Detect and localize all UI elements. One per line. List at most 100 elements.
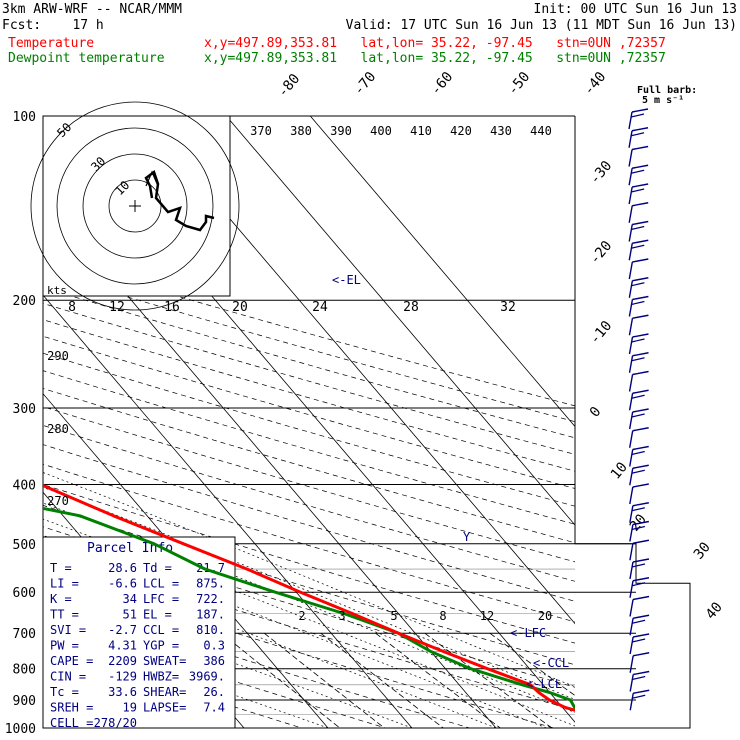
wind-barb-flag (632, 408, 649, 413)
wind-barb-staff (629, 486, 634, 505)
wind-barb (628, 220, 649, 242)
parcel-info-key: YGP = (143, 639, 179, 653)
theta-label: 380 (290, 124, 312, 138)
wind-barb-flag (632, 483, 649, 488)
pressure-label-800: 800 (13, 663, 36, 678)
wind-barb-staff (629, 505, 634, 523)
wind-barb-flag (632, 202, 649, 207)
wind-barb (628, 277, 649, 298)
dry-adiabat (43, 425, 575, 582)
hodograph-speed-label: 8 (68, 300, 76, 315)
forecast-hour: Fcst: 17 h (2, 18, 104, 33)
mixing-ratio-line (320, 632, 444, 728)
wind-barb-flag (633, 689, 650, 694)
parcel-info-value: 4.31 (108, 639, 137, 653)
mixing-ratio-label: 12 (480, 609, 494, 623)
wind-barb-flag (631, 127, 649, 132)
wind-barb-staff (628, 186, 633, 205)
wind-barb-staff (628, 355, 634, 373)
sounding-curves (43, 483, 575, 712)
wind-barb (629, 633, 650, 655)
parcel-info-key: Td = (143, 561, 172, 575)
wind-barb-flag (632, 277, 649, 282)
storm-motion-arrow (145, 170, 159, 187)
wind-barb (628, 145, 649, 167)
wind-barb (629, 577, 650, 598)
wind-barb-staff (629, 561, 634, 580)
parcel-info-key: SWEAT= (143, 654, 186, 668)
wind-barb-staff (629, 468, 634, 486)
wind-barb-staff (628, 205, 633, 223)
hodograph-speed-label: 16 (164, 300, 180, 315)
lfc-marker: <-LFC (510, 626, 546, 640)
wind-barb (629, 614, 650, 636)
isotherm-label: -50 (505, 69, 534, 99)
wind-barb-staff (629, 524, 634, 542)
wind-barb-flag (632, 314, 649, 319)
wind-barb-staff (628, 318, 634, 336)
parcel-info-value: 51 (123, 608, 137, 622)
mixing-ratio-line (263, 632, 385, 728)
parcel-info-key: SHEAR= (143, 685, 186, 699)
pressure-label-500: 500 (13, 538, 36, 553)
wind-barb-flag (632, 502, 649, 507)
hodograph-ring (108, 179, 162, 233)
parcel-info-value: 7.4 (203, 701, 225, 715)
isotherm-label: 0 (587, 404, 605, 421)
wind-barb-flag (632, 445, 649, 451)
wind-barb-staff (628, 111, 633, 130)
temperature-curve (43, 483, 575, 712)
wind-barb (629, 502, 649, 523)
theta-label: 400 (370, 124, 392, 138)
isotherm (43, 393, 329, 728)
wind-barb-flag (631, 394, 645, 399)
parcel-info-key: TT = (50, 608, 79, 622)
hodograph-speed-label: 24 (312, 300, 328, 315)
parcel-info-value: 810. (196, 623, 225, 637)
theta-e-label: 280 (47, 422, 69, 436)
wind-barb-staff (628, 130, 633, 148)
isotherm-label: -80 (275, 71, 304, 101)
mixing-ratio-line (489, 632, 575, 697)
wind-barb-flag (632, 675, 646, 681)
parcel-info-value: 26. (203, 685, 225, 699)
parcel-info-value: 19 (123, 701, 137, 715)
isotherm (225, 116, 575, 526)
wind-barb-flag (632, 694, 646, 699)
right-boundary-lower (575, 543, 691, 729)
mixing-ratio-line (221, 632, 341, 728)
temperature-location-info: x,y=497.89,353.81 lat,lon= 35.22, -97.45… (204, 36, 666, 51)
isotherm (43, 294, 413, 728)
wind-barb-flag (631, 108, 649, 113)
wind-barb-flag (630, 113, 645, 118)
parcel-info-value: 386 (203, 654, 225, 668)
wind-barb (628, 370, 649, 392)
isotherm-label: -60 (428, 69, 457, 99)
wind-barb (628, 352, 649, 373)
dry-adiabat (43, 352, 575, 507)
wind-barb-staff (628, 374, 634, 392)
wind-barb-flag (632, 539, 650, 544)
wind-barb (628, 183, 649, 205)
isotherm-label: -10 (587, 318, 616, 348)
dry-adiabat (43, 319, 575, 472)
wind-barb-flag (632, 183, 649, 188)
parcel-info-key: HWBZ= (143, 670, 179, 684)
wind-barb-flag (632, 577, 650, 582)
wind-barb-staff (628, 430, 634, 448)
wind-barb-flag (631, 338, 645, 343)
pressure-label-100: 100 (13, 110, 36, 125)
parcel-info-value: 2209 (108, 654, 137, 668)
parcel-info-value: 722. (196, 592, 225, 606)
parcel-info-panel: Parcel Info T = 28.6 Td = 21.7 LI = -6.6 LCL = 8… (42, 536, 236, 730)
parcel-info-key: CAPE = (50, 654, 93, 668)
wind-barb-flag (631, 244, 645, 249)
wind-barb (628, 314, 649, 336)
wind-barb (629, 520, 650, 542)
hodograph-speed-label: 20 (232, 300, 248, 315)
theta-label: 430 (490, 124, 512, 138)
wind-barb-flag (631, 450, 645, 456)
isotherm (309, 116, 575, 428)
mixing-ratio-line (424, 632, 553, 728)
